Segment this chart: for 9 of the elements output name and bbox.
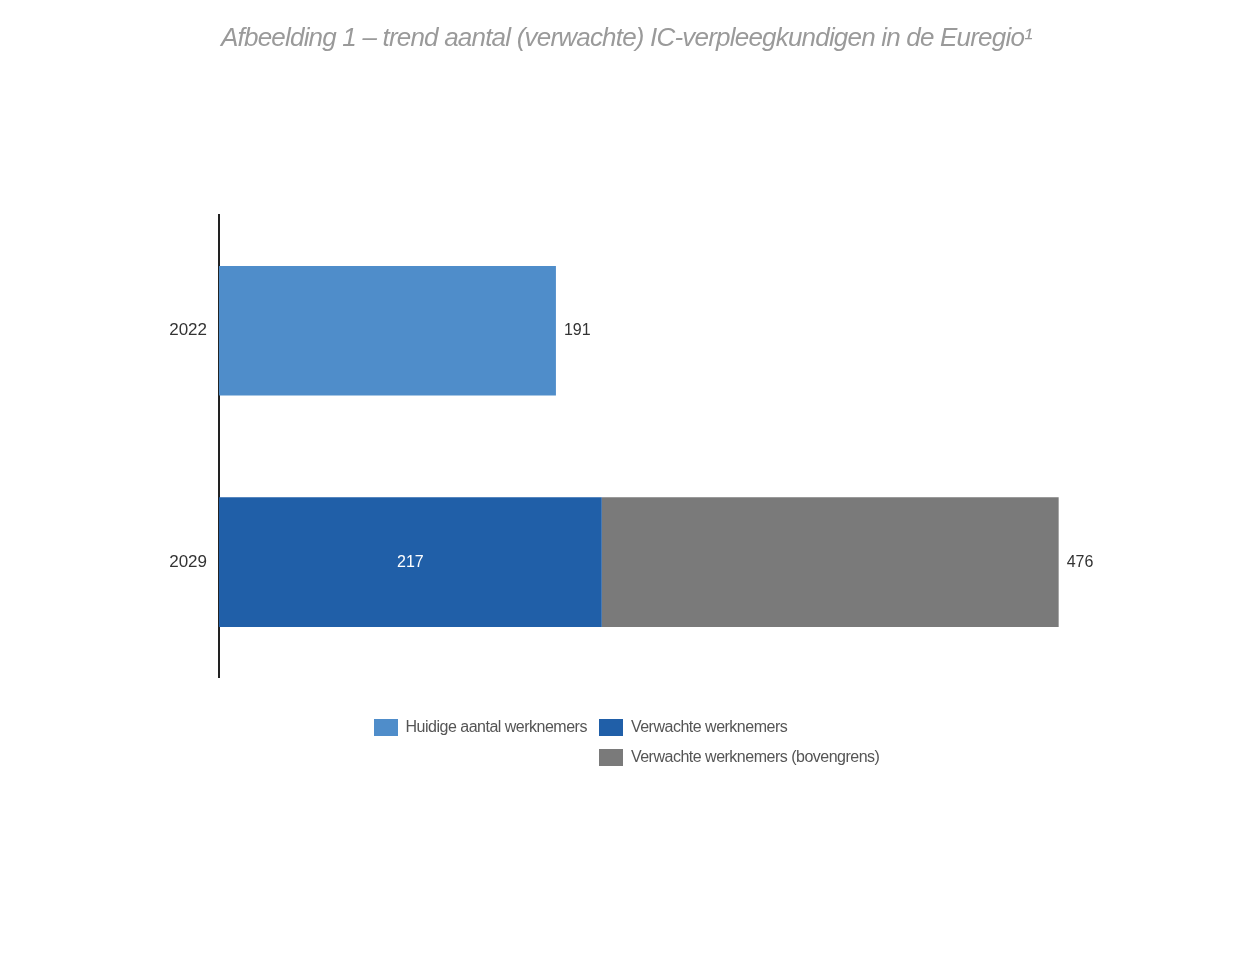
- y-tick-label: 2022: [169, 320, 207, 340]
- legend-label: Verwachte werknemers: [630, 718, 788, 736]
- y-tick-label: 2029: [169, 551, 207, 571]
- chart-title: Afbeelding 1 – trend aantal (verwachte) IC-verpleegkundigen in de Euregio¹: [219, 21, 1033, 54]
- data-label: 191: [563, 321, 591, 339]
- legend-label: Huidige aantal werknemers: [405, 718, 587, 736]
- legend-label: Verwachte werknemers (bovengrens): [630, 748, 880, 766]
- total-label: 476: [1066, 552, 1094, 570]
- data-label: 217: [397, 552, 424, 570]
